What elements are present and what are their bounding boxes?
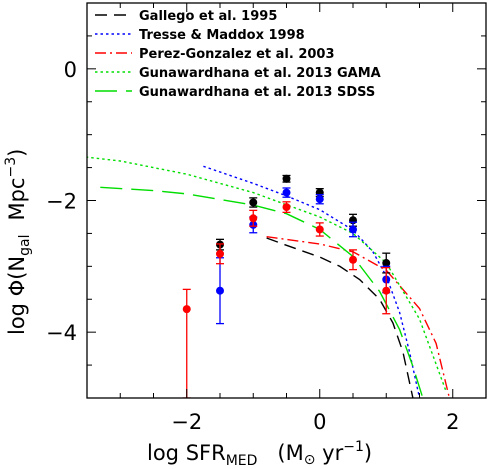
data-point <box>216 286 224 295</box>
plot-frame <box>86 2 487 399</box>
data-point <box>349 225 357 234</box>
x-axis-label: log SFRMED (M⊙ yr−1) <box>147 439 372 469</box>
data-point <box>249 198 258 207</box>
data-point <box>182 305 191 314</box>
data-point <box>315 225 324 234</box>
model-curves <box>87 156 451 398</box>
data-point <box>315 195 324 204</box>
series-line <box>203 165 421 398</box>
series-line <box>87 156 447 392</box>
y-tick-label: 0 <box>64 58 77 82</box>
data-points <box>182 174 391 398</box>
data-point <box>282 203 291 212</box>
data-point <box>382 259 391 268</box>
y-axis-label: log Φ(NgalMpc−3) <box>3 149 33 335</box>
axis-ticks <box>87 2 487 399</box>
data-point <box>249 214 258 223</box>
data-point <box>282 188 291 197</box>
x-tick-label: −2 <box>171 410 202 434</box>
y-tick-label: −4 <box>46 321 77 345</box>
x-tick-label: 0 <box>313 410 326 434</box>
data-point <box>349 255 357 264</box>
legend-label: Gunawardhana et al. 2013 SDSS <box>139 85 375 100</box>
legend-label: Perez-Gonzalez et al. 2003 <box>139 47 335 62</box>
data-point <box>382 286 391 295</box>
legend-label: Gallego et al. 1995 <box>139 9 277 24</box>
series-line <box>266 237 414 398</box>
data-point <box>216 249 224 258</box>
x-tick-label: 2 <box>446 410 459 434</box>
legend-label: Gunawardhana et al. 2013 GAMA <box>139 66 381 81</box>
y-tick-label: −2 <box>46 190 77 214</box>
series-line <box>100 186 424 398</box>
series-line <box>266 236 451 398</box>
legend-label: Tresse & Maddox 1998 <box>139 28 305 43</box>
data-point <box>282 174 291 183</box>
tick-labels: −2 0 2 0 −2 −4 <box>46 58 459 434</box>
legend: Gallego et al. 1995 Tresse & Maddox 1998 P… <box>95 9 381 100</box>
